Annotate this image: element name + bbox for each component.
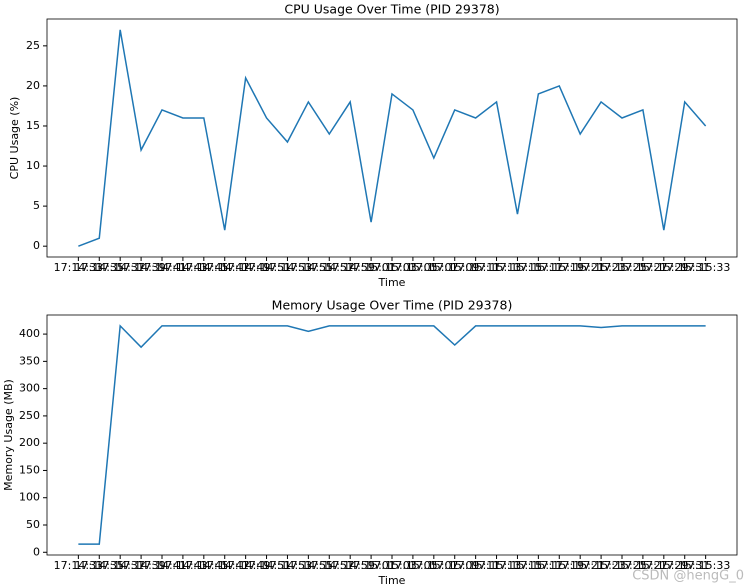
y-tick-label: 5 bbox=[33, 199, 40, 212]
y-tick-label: 25 bbox=[26, 39, 40, 52]
x-tick-label: 17:15:03 bbox=[367, 559, 416, 572]
x-tick-label: 17:15:33 bbox=[681, 261, 730, 274]
x-tick-label: 17:14:37 bbox=[95, 559, 144, 572]
x-axis-label: Time bbox=[378, 276, 406, 289]
x-tick-label: 17:14:39 bbox=[116, 559, 165, 572]
y-tick-label: 20 bbox=[26, 79, 40, 92]
chart-title: Memory Usage Over Time (PID 29378) bbox=[272, 298, 513, 313]
x-tick-label: 17:14:59 bbox=[325, 261, 374, 274]
x-tick-label: 17:14:49 bbox=[221, 559, 270, 572]
y-tick-label: 350 bbox=[19, 354, 40, 367]
x-tick-label: 17:15:15 bbox=[493, 261, 542, 274]
x-tick-label: 17:15:11 bbox=[451, 261, 500, 274]
x-tick-label: 17:14:45 bbox=[179, 559, 228, 572]
x-tick-label: 17:14:43 bbox=[158, 559, 207, 572]
x-axis-label: Time bbox=[378, 574, 406, 587]
x-tick-label: 17:15:19 bbox=[535, 559, 584, 572]
x-tick-label: 17:14:51 bbox=[242, 559, 291, 572]
x-tick-label: 17:14:51 bbox=[242, 261, 291, 274]
y-tick-label: 400 bbox=[19, 327, 40, 340]
x-tick-label: 17:14:41 bbox=[137, 559, 186, 572]
x-tick-label: 17:14:39 bbox=[116, 261, 165, 274]
y-axis-label: CPU Usage (%) bbox=[8, 97, 21, 180]
x-tick-label: 17:15:21 bbox=[555, 559, 604, 572]
x-tick-label: 17:14:53 bbox=[263, 559, 312, 572]
x-tick-label: 17:14:33 bbox=[54, 261, 103, 274]
x-tick-label: 17:15:25 bbox=[597, 261, 646, 274]
x-tick-label: 17:15:25 bbox=[597, 559, 646, 572]
x-tick-label: 17:14:33 bbox=[54, 559, 103, 572]
x-tick-label: 17:15:05 bbox=[388, 261, 437, 274]
x-tick-label: 17:15:31 bbox=[660, 559, 709, 572]
x-tick-label: 17:15:29 bbox=[639, 261, 688, 274]
x-tick-label: 17:15:23 bbox=[576, 261, 625, 274]
y-tick-label: 300 bbox=[19, 382, 40, 395]
y-tick-label: 200 bbox=[19, 436, 40, 449]
x-tick-label: 17:15:27 bbox=[618, 261, 667, 274]
x-tick-label: 17:15:23 bbox=[576, 559, 625, 572]
x-tick-label: 17:15:27 bbox=[618, 559, 667, 572]
x-tick-label: 17:15:13 bbox=[472, 559, 521, 572]
axes-frame bbox=[46, 18, 738, 258]
x-tick-label: 17:14:57 bbox=[305, 261, 354, 274]
x-tick-label: 17:14:47 bbox=[200, 261, 249, 274]
x-tick-label: 17:14:49 bbox=[221, 261, 270, 274]
y-tick-label: 100 bbox=[19, 491, 40, 504]
x-tick-label: 17:14:57 bbox=[305, 559, 354, 572]
x-tick-label: 17:14:47 bbox=[200, 559, 249, 572]
x-tick-label: 17:14:59 bbox=[325, 559, 374, 572]
x-tick-label: 17:15:01 bbox=[346, 261, 395, 274]
x-tick-label: 17:14:37 bbox=[95, 261, 144, 274]
x-tick-label: 17:15:17 bbox=[514, 559, 563, 572]
y-tick-label: 0 bbox=[33, 239, 40, 252]
x-tick-label: 17:15:09 bbox=[430, 261, 479, 274]
x-tick-label: 17:14:55 bbox=[284, 559, 333, 572]
x-tick-label: 17:15:09 bbox=[430, 559, 479, 572]
chart-title: CPU Usage Over Time (PID 29378) bbox=[284, 2, 499, 17]
x-tick-label: 17:15:17 bbox=[514, 261, 563, 274]
x-tick-label: 17:15:07 bbox=[409, 559, 458, 572]
x-tick-label: 17:15:21 bbox=[555, 261, 604, 274]
line bbox=[78, 324, 706, 545]
x-tick-label: 17:14:35 bbox=[75, 261, 124, 274]
y-tick-label: 150 bbox=[19, 463, 40, 476]
x-tick-label: 17:15:15 bbox=[493, 559, 542, 572]
x-tick-label: 17:14:55 bbox=[284, 261, 333, 274]
y-tick-label: 0 bbox=[33, 545, 40, 558]
x-tick-label: 17:15:33 bbox=[681, 559, 730, 572]
x-tick-label: 17:14:53 bbox=[263, 261, 312, 274]
x-tick-label: 17:15:31 bbox=[660, 261, 709, 274]
y-tick-label: 250 bbox=[19, 409, 40, 422]
x-tick-label: 17:15:19 bbox=[535, 261, 584, 274]
x-tick-label: 17:15:13 bbox=[472, 261, 521, 274]
y-tick-label: 15 bbox=[26, 119, 40, 132]
x-tick-label: 17:14:43 bbox=[158, 261, 207, 274]
x-tick-label: 17:14:41 bbox=[137, 261, 186, 274]
x-tick-label: 17:15:05 bbox=[388, 559, 437, 572]
x-tick-label: 17:14:45 bbox=[179, 261, 228, 274]
y-tick-label: 10 bbox=[26, 159, 40, 172]
y-tick-label: 50 bbox=[26, 518, 40, 531]
x-tick-label: 17:15:11 bbox=[451, 559, 500, 572]
x-tick-label: 17:15:29 bbox=[639, 559, 688, 572]
watermark: CSDN @hengG_0 bbox=[632, 569, 744, 584]
y-axis-label: Memory Usage (MB) bbox=[2, 379, 15, 491]
line bbox=[78, 29, 707, 247]
x-tick-label: 17:15:01 bbox=[346, 559, 395, 572]
axes-frame bbox=[46, 314, 738, 556]
x-tick-label: 17:14:35 bbox=[75, 559, 124, 572]
x-tick-label: 17:15:07 bbox=[409, 261, 458, 274]
x-tick-label: 17:15:03 bbox=[367, 261, 416, 274]
